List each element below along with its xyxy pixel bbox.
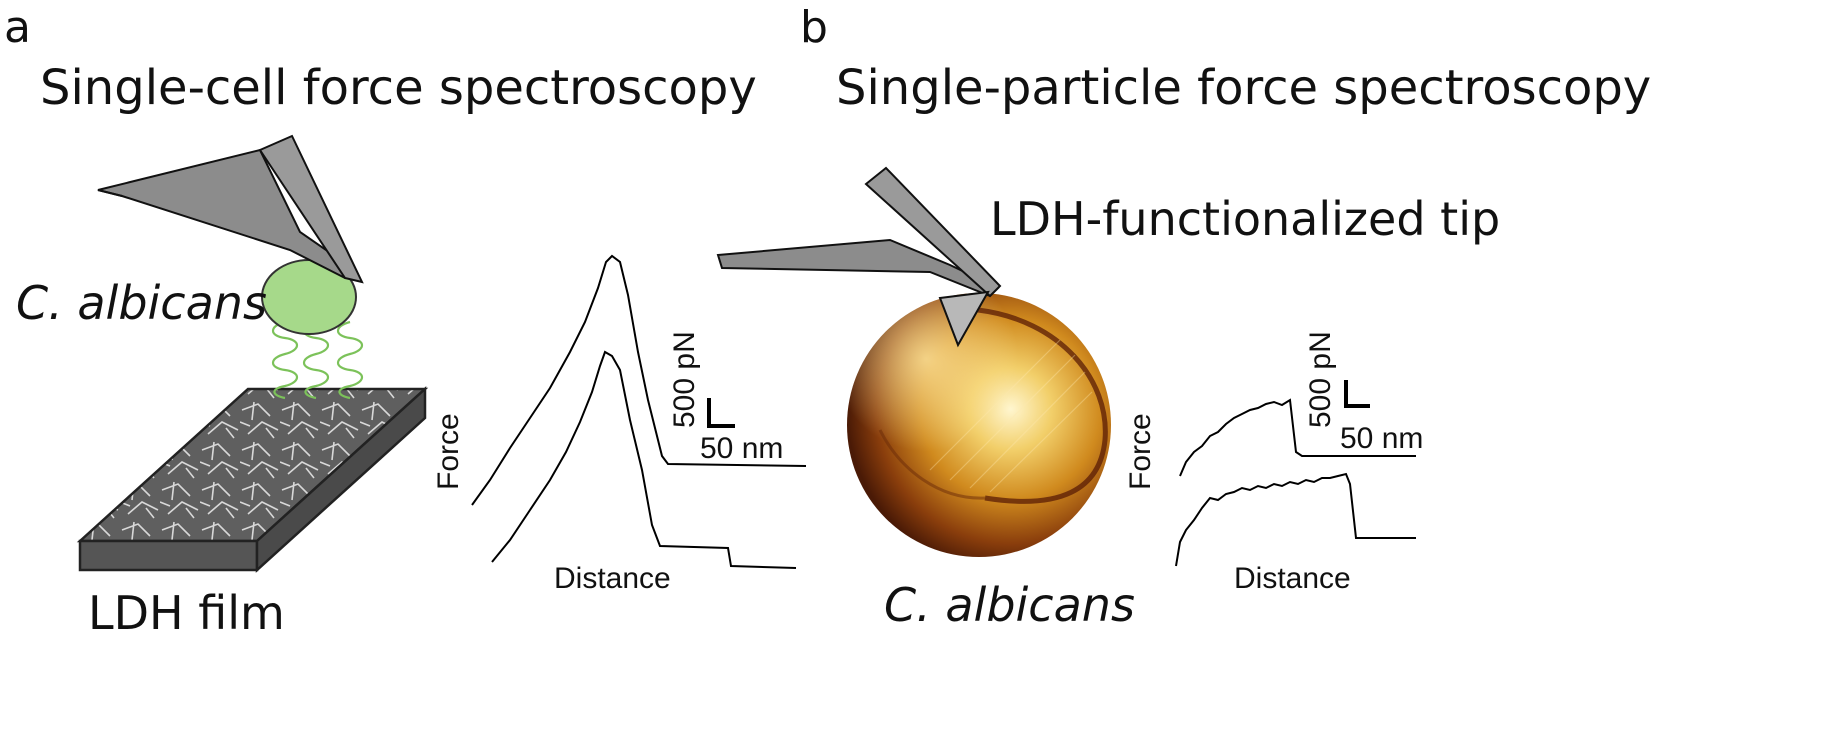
force-curve-a-lower: [491, 350, 797, 569]
panel-b-letter: b: [800, 2, 828, 53]
scale-force-label-b: 500 pN: [1304, 331, 1337, 428]
ldh-film-block: [76, 386, 429, 573]
y-axis-label-b: Force: [1124, 413, 1157, 490]
panel-b-title: Single-particle force spectroscopy: [836, 60, 1652, 116]
y-axis-label-a: Force: [432, 413, 465, 490]
afm-cell-image: [847, 293, 1111, 557]
cantilever-a: [97, 134, 364, 284]
x-axis-label-a: Distance: [554, 562, 671, 595]
tip-label: LDH-functionalized tip: [990, 192, 1501, 246]
cantilever-b: [716, 166, 1002, 348]
scale-distance-label-a: 50 nm: [700, 432, 784, 465]
cell-label-b: C. albicans: [884, 578, 1135, 632]
scale-distance-label-b: 50 nm: [1340, 422, 1424, 455]
force-curve-a-upper: [471, 254, 807, 506]
scale-force-label-a: 500 pN: [668, 331, 701, 428]
force-curve-b-lower: [1175, 472, 1416, 567]
panel-a-title: Single-cell force spectroscopy: [40, 60, 757, 116]
scale-bar-b: [1344, 380, 1370, 408]
film-label: LDH film: [88, 586, 285, 640]
cell-label-a: C. albicans: [16, 276, 267, 330]
spring-tethers: [271, 320, 364, 400]
ldh-tip: [938, 290, 990, 348]
panel-a-letter: a: [4, 2, 31, 53]
force-curve-b-upper: [1179, 398, 1416, 477]
x-axis-label-b: Distance: [1234, 562, 1351, 595]
scale-bar-a: [707, 398, 735, 428]
